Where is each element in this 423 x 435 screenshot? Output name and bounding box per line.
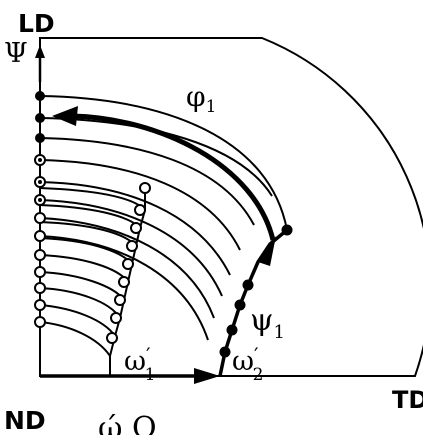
psi1-arrowhead [258,236,276,266]
omega1-dots [106,182,151,344]
label-td: TD [392,386,423,414]
label-psi1: ψ1 [250,303,285,343]
outer-boundary [39,37,423,377]
ld-axis-dots [34,91,46,328]
phi1-arc [71,113,276,241]
outer-arcs [39,117,273,341]
label-psi: Ψ [4,38,28,69]
label-phi1: φ1 [186,80,216,117]
psi1-dots [219,224,293,358]
nd-axis-arrowhead [194,368,220,384]
phi1-arrowhead [52,106,78,126]
label-omega2: ω′ 2 [232,343,263,385]
label-ld: LD [18,9,55,38]
outer-arc-top [39,95,288,231]
label-omega1: ω′ 1 [124,343,155,385]
label-bottom-partial: ώ Q [98,411,157,435]
label-nd: ND [4,406,46,435]
psi-arrow-head [35,45,45,58]
